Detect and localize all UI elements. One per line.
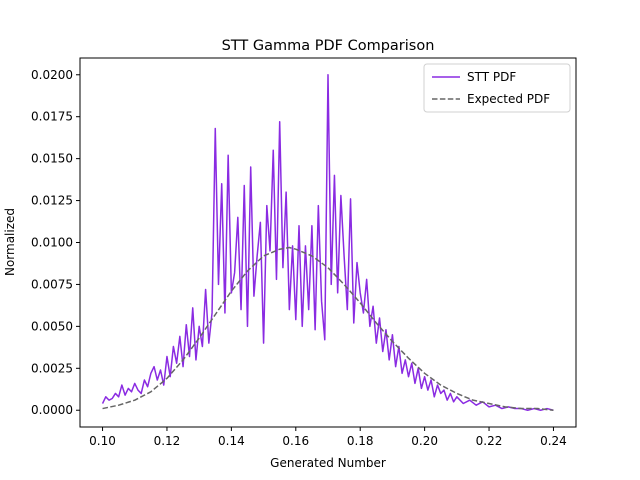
y-tick-label: 0.0200 (31, 68, 73, 82)
plot-area (101, 74, 554, 411)
x-tick-label: 0.12 (154, 434, 181, 448)
x-tick-label: 0.24 (540, 434, 567, 448)
y-tick-label: 0.0025 (31, 361, 73, 375)
y-tick-label: 0.0000 (31, 403, 73, 417)
x-tick-label: 0.20 (411, 434, 438, 448)
y-axis-label: Normalized (3, 208, 17, 276)
chart-title: STT Gamma PDF Comparison (222, 38, 435, 54)
legend-box (423, 63, 571, 113)
x-tick-label: 0.16 (282, 434, 309, 448)
x-tick-label: 0.10 (89, 434, 116, 448)
x-axis-label: Generated Number (270, 456, 386, 470)
y-tick-label: 0.0150 (31, 152, 73, 166)
y-tick-label: 0.0100 (31, 236, 73, 250)
x-tick-label: 0.18 (347, 434, 374, 448)
y-axis: 0.0000 0.0025 0.0050 0.0075 0.0100 0.0125 0.01… (31, 68, 80, 417)
y-tick-label: 0.0075 (31, 277, 73, 291)
legend-label: Expected PDF (467, 92, 550, 106)
stt-pdf-line (101, 74, 554, 411)
y-tick-label: 0.0175 (31, 110, 73, 124)
expected-pdf-line (102, 246, 554, 411)
y-tick-label: 0.0050 (31, 319, 73, 333)
y-tick-label: 0.0125 (31, 194, 73, 208)
x-axis: 0.10 0.12 0.14 0.16 0.18 0.20 0.22 0.24 (89, 427, 567, 448)
legend-label: STT PDF (467, 70, 516, 84)
x-tick-label: 0.22 (476, 434, 503, 448)
x-tick-label: 0.14 (218, 434, 245, 448)
legend: STT PDF Expected PDF (423, 63, 571, 113)
